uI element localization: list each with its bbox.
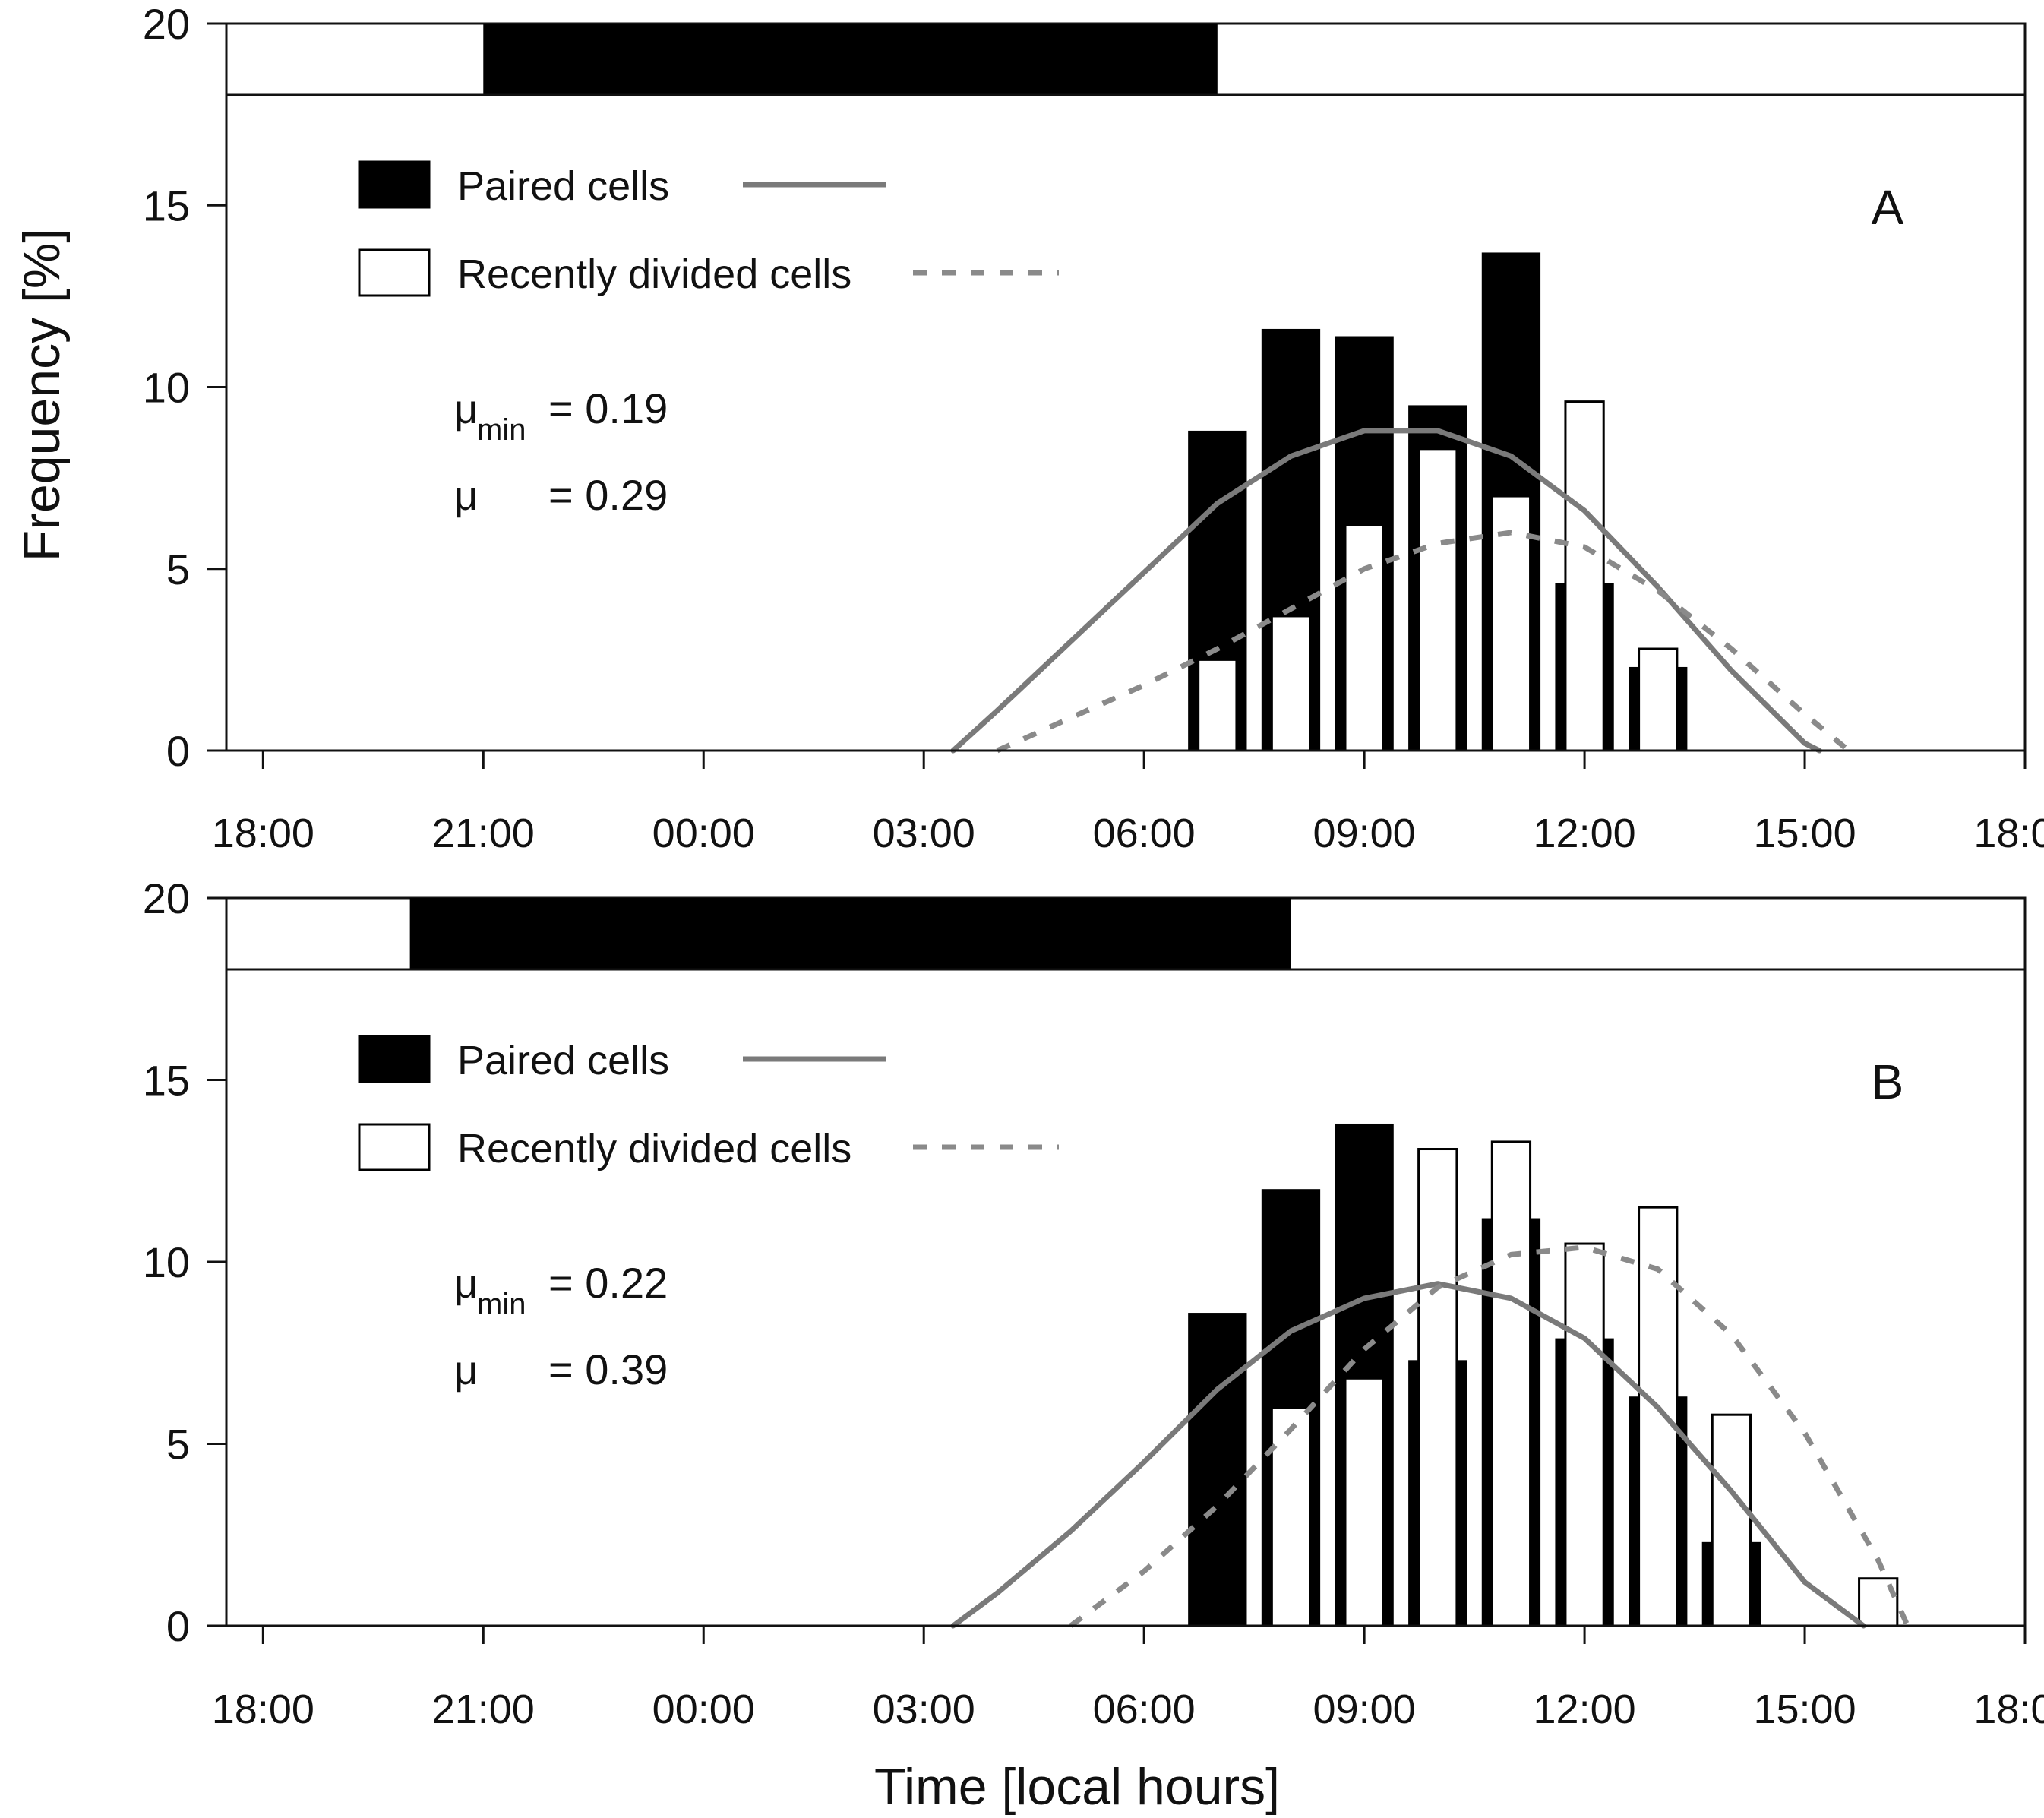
x-tick-label: 09:00 <box>1313 811 1416 856</box>
y-tick-label: 0 <box>166 1602 190 1650</box>
recently-divided-cells-bar <box>1638 1206 1679 1627</box>
plot-frame <box>225 22 2027 752</box>
y-axis-label: Frequency [%] <box>13 229 71 561</box>
legend-divided-swatch <box>358 248 431 297</box>
mu-value: = 0.39 <box>548 1345 668 1393</box>
y-tick-label: 10 <box>143 364 190 412</box>
legend-divided-label: Recently divided cells <box>457 1126 851 1171</box>
x-tick-label: 12:00 <box>1534 811 1636 856</box>
recently-divided-cells-bar <box>1270 1406 1312 1627</box>
recently-divided-cells-bar <box>1711 1413 1752 1627</box>
legend-paired-swatch <box>358 160 431 209</box>
mu-symbol: μ <box>454 1348 478 1393</box>
x-tick-label: 03:00 <box>873 811 975 856</box>
y-tick-label: 20 <box>143 0 190 48</box>
y-tick-label: 5 <box>166 545 190 593</box>
legend-paired-swatch <box>358 1035 431 1083</box>
legend-paired-label: Paired cells <box>457 163 669 209</box>
x-tick-label: 09:00 <box>1313 1687 1416 1732</box>
mu-symbol: μ <box>454 473 478 519</box>
recently-divided-cells-bar <box>1270 615 1312 752</box>
dark-period-bar <box>409 898 1291 969</box>
x-tick-label: 06:00 <box>1093 1687 1196 1732</box>
recently-divided-cells-bar <box>1417 447 1458 752</box>
mu-min-subscript: min <box>477 413 526 447</box>
recently-divided-cells-fit-line <box>1069 1244 1910 1628</box>
recently-divided-cells-bar <box>1417 1148 1458 1627</box>
x-tick-label: 15:00 <box>1753 811 1856 856</box>
x-axis-label: Time [local hours] <box>874 1758 1280 1816</box>
y-tick-label: 5 <box>166 1421 190 1469</box>
panel-label: B <box>1872 1054 1904 1109</box>
mu-min-value: = 0.22 <box>548 1259 668 1307</box>
x-tick-label: 12:00 <box>1534 1687 1636 1732</box>
x-tick-label: 21:00 <box>432 811 535 856</box>
mu-min-value: = 0.19 <box>548 384 668 432</box>
mu-min-symbol: μ <box>454 387 478 432</box>
x-tick-label: 03:00 <box>873 1687 975 1732</box>
x-tick-label: 18:00 <box>1973 1687 2044 1732</box>
y-tick-label: 20 <box>143 874 190 922</box>
x-tick-label: 00:00 <box>652 1687 755 1732</box>
panel-b: 0 5 10 15 20 18:00 21:00 00:00 03:00 06:00 09:00 12… <box>143 874 2044 1732</box>
y-tick-label: 10 <box>143 1238 190 1286</box>
dark-period-bar <box>483 24 1218 95</box>
legend-paired-label: Paired cells <box>457 1038 669 1083</box>
legend-divided-swatch <box>358 1123 431 1171</box>
x-tick-label: 21:00 <box>432 1687 535 1732</box>
recently-divided-cells-bar <box>1197 658 1238 752</box>
recently-divided-cells-bar <box>1564 400 1605 752</box>
paired-cells-fit-line <box>950 428 1822 754</box>
x-tick-label: 18:00 <box>212 1687 314 1732</box>
panel-a: 0 5 10 15 20 18:00 21:00 00:00 03:00 06:00 09:00 12… <box>143 0 2044 856</box>
y-tick-label: 15 <box>143 1057 190 1105</box>
mu-min-symbol: μ <box>454 1261 478 1307</box>
recently-divided-cells-bar <box>1564 1242 1605 1627</box>
recently-divided-cells-bar <box>1638 647 1679 752</box>
panel-label: A <box>1872 180 1904 235</box>
recently-divided-cells-fit-line <box>996 530 1851 754</box>
recently-divided-cells-bar <box>1344 523 1385 752</box>
x-tick-label: 06:00 <box>1093 811 1196 856</box>
mu-value: = 0.29 <box>548 471 668 519</box>
x-tick-label: 18:00 <box>212 811 314 856</box>
legend-divided-label: Recently divided cells <box>457 251 851 297</box>
recently-divided-cells-bar <box>1344 1377 1385 1627</box>
recently-divided-cells-bar <box>1490 495 1532 752</box>
x-tick-label: 00:00 <box>652 811 755 856</box>
mu-min-subscript: min <box>477 1288 526 1321</box>
paired-cells-fit-line <box>950 1281 1866 1629</box>
x-tick-label: 15:00 <box>1753 1687 1856 1732</box>
x-tick-label: 18:00 <box>1973 811 2044 856</box>
y-tick-label: 15 <box>143 182 190 229</box>
recently-divided-cells-bar <box>1490 1140 1532 1627</box>
paired-cells-bar <box>1188 1313 1247 1626</box>
y-tick-label: 0 <box>166 727 190 775</box>
